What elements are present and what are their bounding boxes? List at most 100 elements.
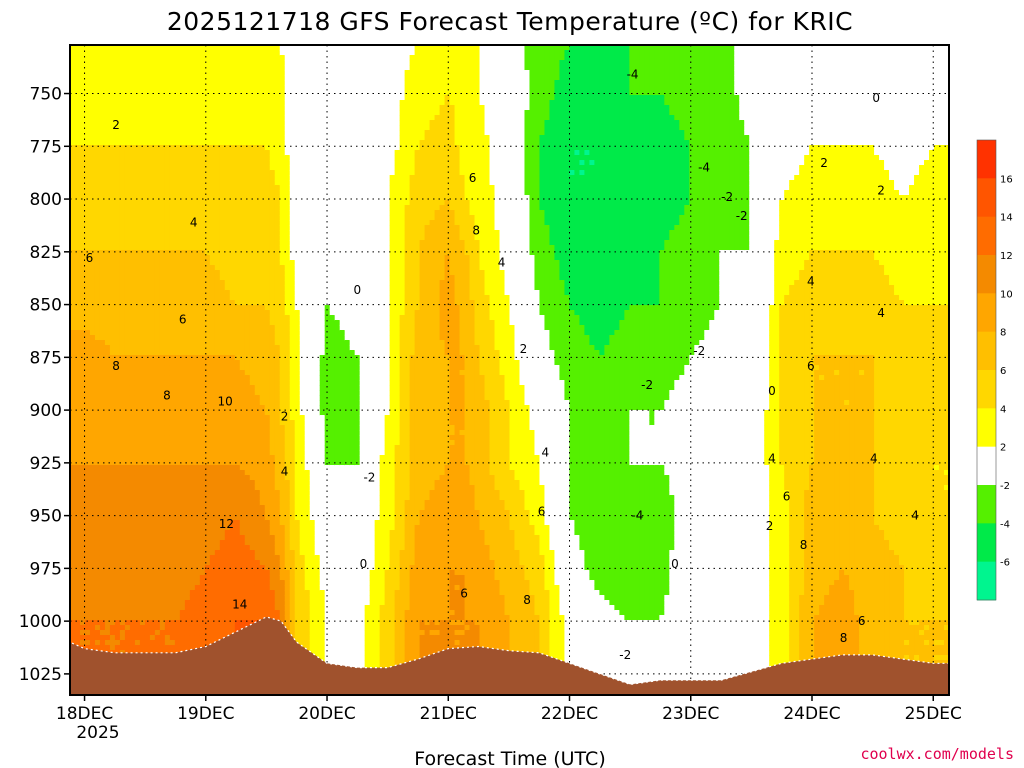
- field-cell: [199, 450, 206, 456]
- field-cell: [79, 275, 86, 281]
- field-cell: [249, 465, 256, 471]
- field-cell: [224, 435, 231, 441]
- field-cell: [139, 60, 146, 66]
- field-cell: [244, 410, 251, 416]
- field-cell: [174, 400, 181, 406]
- field-cell: [209, 535, 216, 541]
- field-cell: [194, 55, 201, 61]
- field-cell: [139, 305, 146, 311]
- field-cell: [79, 400, 86, 406]
- field-cell: [224, 545, 231, 551]
- field-cell: [74, 310, 81, 316]
- field-cell: [214, 190, 221, 196]
- field-cell: [239, 275, 246, 281]
- field-cell: [109, 95, 116, 101]
- field-cell: [179, 445, 186, 451]
- field-cell: [249, 80, 256, 86]
- field-cell: [199, 180, 206, 186]
- field-cell: [239, 215, 246, 221]
- field-cell: [254, 115, 261, 121]
- field-cell: [179, 75, 186, 81]
- field-cell: [139, 580, 146, 586]
- field-cell: [114, 595, 121, 601]
- field-cell: [174, 520, 181, 526]
- field-cell: [224, 235, 231, 241]
- field-cell: [99, 505, 106, 511]
- field-cell: [99, 390, 106, 396]
- field-cell: [114, 95, 121, 101]
- field-cell: [164, 385, 171, 391]
- field-cell: [204, 550, 211, 556]
- field-cell: [129, 105, 136, 111]
- field-cell: [70, 320, 76, 326]
- field-cell: [189, 415, 196, 421]
- field-cell: [169, 330, 176, 336]
- field-cell: [139, 245, 146, 251]
- field-cell: [104, 430, 111, 436]
- field-cell: [124, 400, 131, 406]
- field-cell: [139, 550, 146, 556]
- field-cell: [74, 160, 81, 166]
- field-cell: [169, 430, 176, 436]
- field-cell: [139, 120, 146, 126]
- field-cell: [134, 345, 141, 351]
- field-cell: [124, 645, 131, 651]
- field-cell: [249, 245, 256, 251]
- field-cell: [134, 115, 141, 121]
- field-cell: [70, 295, 76, 301]
- field-cell: [214, 585, 221, 591]
- field-cell: [94, 510, 101, 516]
- field-cell: [119, 105, 126, 111]
- field-cell: [174, 525, 181, 531]
- field-cell: [129, 525, 136, 531]
- field-cell: [159, 550, 166, 556]
- field-cell: [179, 55, 186, 61]
- field-cell: [119, 380, 126, 386]
- field-cell: [149, 580, 156, 586]
- field-cell: [239, 185, 246, 191]
- field-cell: [149, 475, 156, 481]
- field-cell: [134, 485, 141, 491]
- field-cell: [104, 475, 111, 481]
- field-cell: [124, 505, 131, 511]
- field-cell: [199, 440, 206, 446]
- field-cell: [204, 135, 211, 141]
- field-cell: [189, 490, 196, 496]
- field-cell: [84, 125, 91, 131]
- field-cell: [119, 160, 126, 166]
- field-cell: [164, 460, 171, 466]
- field-cell: [189, 475, 196, 481]
- field-cell: [149, 635, 156, 641]
- field-cell: [109, 335, 116, 341]
- field-cell: [174, 340, 181, 346]
- field-cell: [189, 215, 196, 221]
- field-cell: [129, 235, 136, 241]
- field-cell: [124, 390, 131, 396]
- field-cell: [134, 535, 141, 541]
- field-cell: [229, 305, 236, 311]
- field-cell: [184, 400, 191, 406]
- field-cell: [179, 490, 186, 496]
- field-cell: [84, 320, 91, 326]
- field-cell: [119, 120, 126, 126]
- field-cell: [114, 275, 121, 281]
- field-cell: [204, 495, 211, 501]
- field-cell: [99, 595, 106, 601]
- field-cell: [209, 465, 216, 471]
- field-cell: [159, 130, 166, 136]
- field-cell: [229, 490, 236, 496]
- field-cell: [134, 310, 141, 316]
- field-cell: [234, 575, 241, 581]
- field-cell: [154, 305, 161, 311]
- field-cell: [94, 525, 101, 531]
- field-cell: [70, 610, 76, 616]
- field-cell: [94, 435, 101, 441]
- field-cell: [104, 225, 111, 231]
- field-cell: [134, 105, 141, 111]
- field-cell: [184, 360, 191, 366]
- field-cell: [109, 220, 116, 226]
- field-cell: [79, 95, 86, 101]
- field-cell: [229, 70, 236, 76]
- field-cell: [154, 430, 161, 436]
- field-cell: [129, 250, 136, 256]
